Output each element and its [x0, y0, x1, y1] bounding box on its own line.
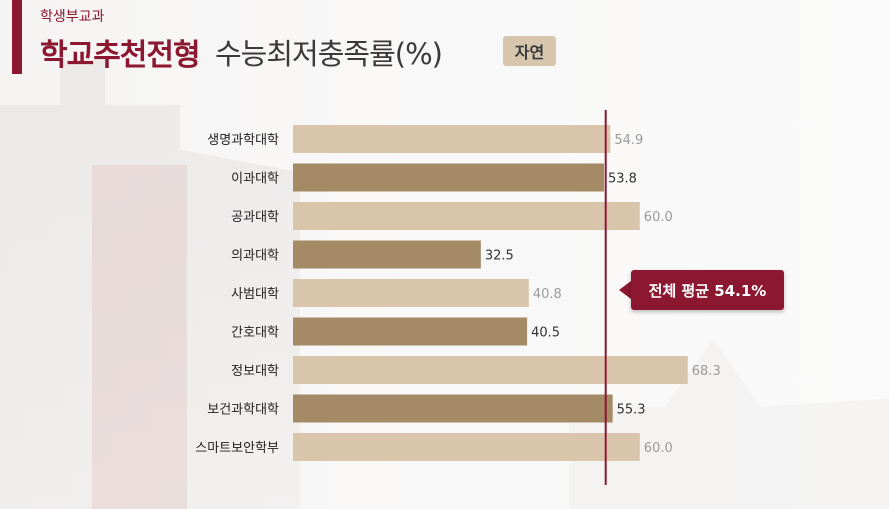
value-label: 54.9	[614, 133, 643, 148]
page-title: 학교추천전형	[40, 38, 201, 73]
header-accent-bar	[12, 0, 22, 74]
bar	[293, 163, 604, 192]
bar	[293, 279, 529, 307]
category-label: 사범대학	[231, 287, 279, 302]
category-label: 간호대학	[231, 326, 279, 341]
value-label: 68.3	[692, 364, 721, 379]
bar	[293, 356, 688, 384]
bar	[293, 433, 640, 461]
category-label: 의과대학	[231, 249, 279, 264]
bar	[293, 240, 481, 269]
bar	[293, 317, 528, 346]
category-label: 이과대학	[231, 172, 279, 187]
value-label: 40.8	[533, 287, 562, 302]
value-label: 40.5	[531, 326, 560, 341]
bar	[293, 202, 640, 230]
category-label: 생명과학대학	[207, 133, 279, 148]
average-callout: 전체 평균 54.1%	[631, 270, 784, 310]
value-label: 55.3	[617, 403, 646, 418]
bar	[293, 394, 613, 423]
category-label: 보건과학대학	[207, 403, 279, 418]
callout-arrow	[619, 281, 631, 299]
category-badge: 자연	[503, 36, 556, 66]
value-label: 53.8	[608, 172, 637, 187]
header-subtitle: 학생부교과	[40, 9, 105, 25]
bar	[293, 125, 611, 153]
value-label: 60.0	[644, 441, 673, 456]
category-label: 정보대학	[231, 364, 279, 379]
value-label: 60.0	[644, 210, 673, 225]
value-label: 32.5	[485, 249, 514, 264]
category-label: 스마트보안학부	[195, 441, 279, 456]
page-title-sub: 수능최저충족률(%)	[215, 37, 443, 71]
category-label: 공과대학	[231, 210, 279, 225]
